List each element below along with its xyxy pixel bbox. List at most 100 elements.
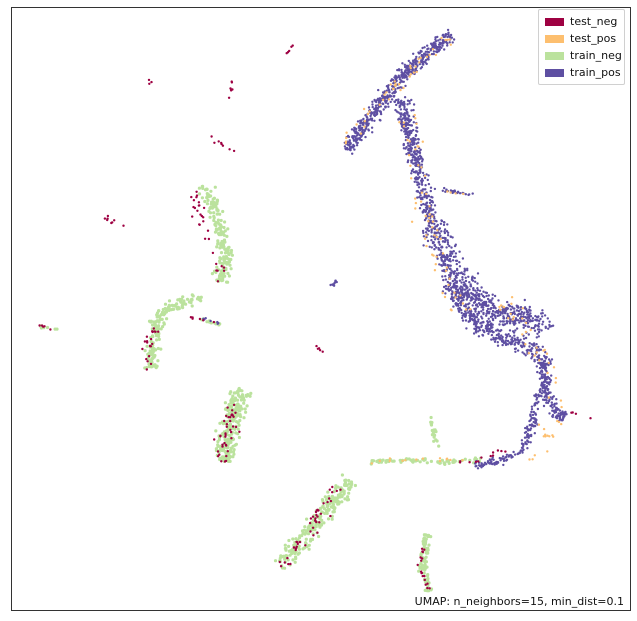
point-train-pos: [563, 413, 566, 417]
point-train-neg: [381, 458, 385, 462]
point-train-pos: [538, 348, 541, 351]
point-test-neg: [227, 96, 231, 100]
point-train-pos: [529, 413, 532, 416]
point-train-pos: [393, 91, 396, 94]
point-train-pos: [401, 101, 404, 105]
point-train-pos: [474, 289, 477, 292]
point-train-pos: [547, 391, 551, 394]
point-train-pos: [534, 324, 537, 327]
point-train-pos: [430, 52, 434, 56]
point-train-pos: [540, 373, 543, 376]
point-train-pos: [497, 299, 500, 302]
point-train-pos: [454, 303, 458, 306]
point-train-neg: [214, 429, 218, 433]
point-train-neg: [185, 297, 190, 301]
point-train-pos: [438, 232, 441, 235]
point-train-pos: [406, 118, 410, 122]
point-train-neg: [167, 303, 171, 307]
point-train-neg: [209, 189, 213, 193]
point-train-pos: [432, 241, 435, 244]
point-train-pos: [406, 142, 410, 145]
point-test-pos: [446, 190, 449, 193]
point-train-pos: [461, 316, 464, 320]
point-train-pos: [504, 340, 507, 344]
point-train-pos: [404, 147, 407, 150]
point-train-neg: [227, 260, 232, 264]
point-train-neg: [182, 299, 186, 303]
point-train-pos: [554, 416, 557, 419]
point-train-pos: [450, 269, 453, 272]
point-test-neg: [211, 251, 215, 255]
point-train-pos: [448, 41, 451, 44]
point-train-pos: [516, 336, 519, 339]
point-train-pos: [438, 243, 441, 246]
point-train-neg: [310, 537, 314, 541]
point-test-pos: [344, 140, 348, 143]
point-train-pos: [399, 104, 402, 107]
point-test-neg: [279, 565, 283, 568]
point-train-pos: [505, 320, 508, 323]
point-train-pos: [546, 317, 549, 320]
point-train-pos: [389, 100, 392, 104]
point-test-neg: [157, 330, 160, 333]
point-train-pos: [526, 425, 529, 428]
point-train-pos: [536, 328, 540, 331]
point-train-pos: [562, 415, 565, 419]
point-train-pos: [508, 335, 512, 338]
point-train-neg: [226, 227, 230, 231]
point-train-pos: [451, 290, 454, 293]
point-train-pos: [551, 324, 555, 327]
point-test-pos: [524, 321, 528, 325]
point-train-pos: [435, 50, 439, 54]
point-train-pos: [370, 119, 374, 122]
point-train-pos: [480, 293, 483, 296]
point-train-pos: [397, 68, 401, 71]
point-train-pos: [437, 240, 441, 244]
point-train-pos: [483, 302, 486, 305]
point-train-pos: [409, 149, 412, 152]
point-train-pos: [464, 305, 467, 308]
point-train-pos: [549, 404, 552, 408]
point-train-pos: [416, 64, 419, 67]
point-test-pos: [529, 328, 532, 332]
point-train-neg: [320, 518, 324, 523]
point-train-pos: [397, 98, 400, 101]
point-train-neg: [319, 522, 323, 526]
point-train-pos: [465, 294, 469, 298]
point-train-neg: [323, 495, 327, 499]
point-train-pos: [469, 283, 472, 286]
point-train-pos: [488, 328, 491, 331]
point-train-pos: [349, 141, 352, 145]
point-train-pos: [505, 453, 509, 456]
point-train-pos: [485, 294, 488, 298]
point-train-pos: [450, 292, 453, 296]
point-test-neg: [589, 417, 592, 420]
point-test-pos: [388, 459, 391, 463]
point-train-neg: [229, 446, 233, 450]
point-train-pos: [410, 159, 413, 162]
point-train-pos: [381, 102, 384, 105]
point-train-pos: [449, 254, 453, 258]
point-train-pos: [541, 323, 544, 326]
point-train-pos: [538, 371, 541, 375]
point-test-pos: [546, 450, 549, 453]
point-train-pos: [492, 336, 495, 339]
point-train-pos: [433, 238, 437, 241]
point-train-pos: [424, 61, 427, 64]
point-train-pos: [499, 320, 502, 323]
point-train-pos: [508, 329, 512, 332]
point-train-pos: [446, 239, 449, 242]
point-train-pos: [486, 320, 489, 323]
point-train-neg: [157, 334, 161, 338]
point-train-pos: [501, 457, 504, 460]
point-train-neg: [391, 459, 395, 463]
point-train-pos: [438, 45, 442, 49]
point-test-neg: [290, 45, 293, 48]
point-train-pos: [428, 198, 432, 202]
point-test-neg: [197, 204, 201, 207]
point-train-pos: [533, 432, 536, 435]
point-train-neg: [326, 517, 331, 521]
point-train-pos: [507, 333, 510, 336]
point-train-pos: [428, 201, 432, 205]
point-train-pos: [433, 243, 436, 247]
